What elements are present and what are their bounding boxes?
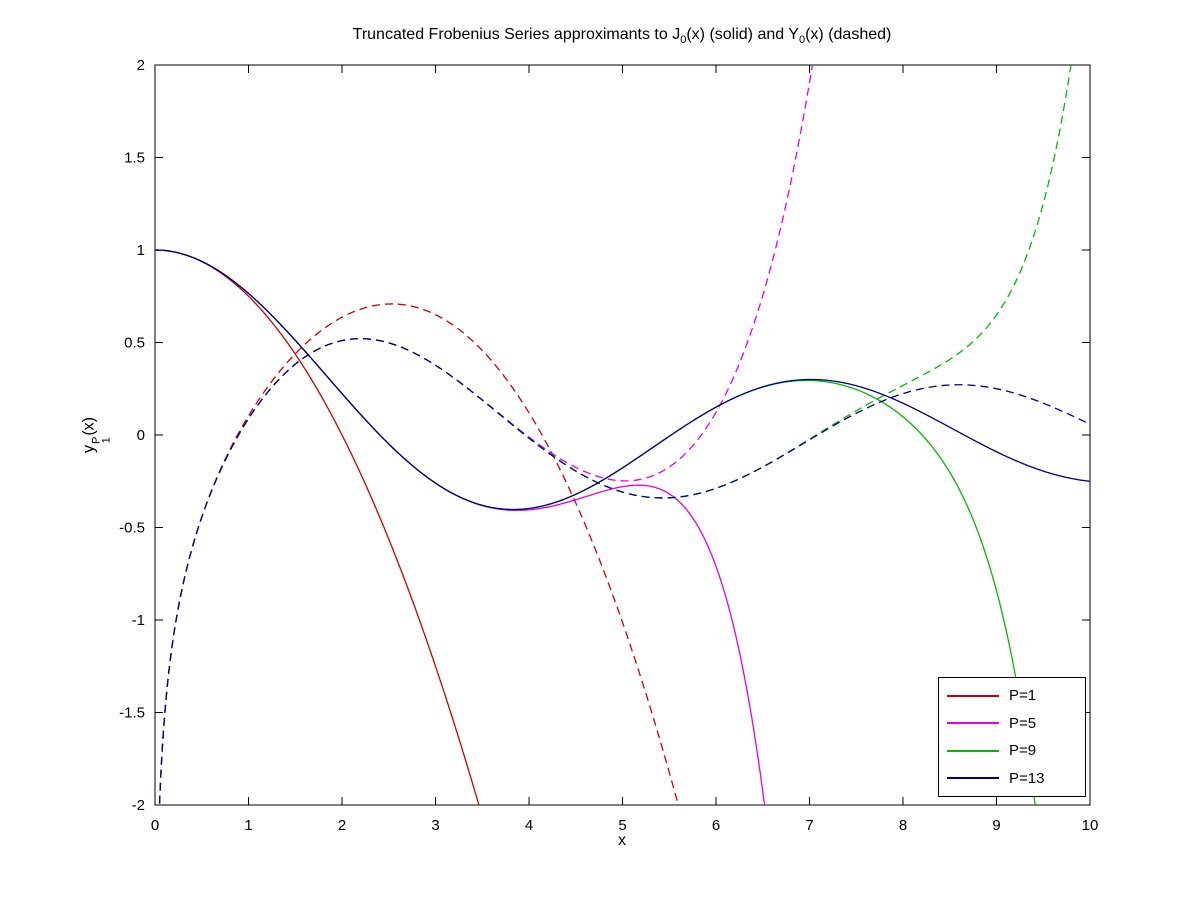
title-subscript-j0: 0 bbox=[680, 34, 687, 47]
y-tick-label: 1 bbox=[137, 242, 145, 259]
curve-dashed-y0-p1 bbox=[158, 303, 679, 805]
title-segment: (x) (dashed) bbox=[805, 26, 892, 43]
x-axis-label: x bbox=[618, 832, 626, 849]
legend-label-p9: P=9 bbox=[1009, 742, 1037, 760]
y-tick-label: 0.5 bbox=[124, 335, 145, 352]
y-axis-label: y P 1 (x) bbox=[80, 417, 113, 453]
title-segment: Truncated Frobenius Series approximants … bbox=[352, 26, 681, 43]
legend: P=1 P=5 P=9 P=13 bbox=[938, 677, 1086, 797]
x-tick-label: 4 bbox=[525, 817, 533, 834]
curve-solid-j0-p1 bbox=[155, 249, 480, 805]
x-tick-label: 1 bbox=[244, 817, 252, 834]
x-tick-label: 0 bbox=[151, 817, 159, 834]
legend-entry: P=1 bbox=[939, 687, 1085, 704]
legend-label-p13: P=13 bbox=[1009, 769, 1045, 787]
curve-dashed-y0-p5 bbox=[158, 65, 814, 805]
legend-line-sample-p13 bbox=[947, 777, 999, 780]
legend-entry: P=13 bbox=[939, 770, 1085, 787]
title-subscript-y0: 0 bbox=[798, 34, 806, 47]
legend-entry: P=5 bbox=[939, 715, 1085, 732]
x-tick-label: 9 bbox=[992, 817, 1000, 834]
x-tick-label: 10 bbox=[1082, 817, 1099, 834]
y-tick-label: -1.5 bbox=[119, 705, 145, 722]
y-label-suffix: (x) bbox=[80, 417, 98, 436]
x-tick-label: 6 bbox=[712, 817, 720, 834]
legend-label-p5: P=5 bbox=[1009, 714, 1037, 732]
y-tick-label: -0.5 bbox=[119, 520, 145, 537]
legend-line-sample-p9 bbox=[947, 749, 999, 752]
curve-dashed-y0-p13 bbox=[158, 338, 1090, 805]
chart-title: Truncated Frobenius Series approximants … bbox=[353, 26, 892, 46]
x-tick-label: 3 bbox=[431, 817, 439, 834]
y-tick-label: 0 bbox=[137, 427, 145, 444]
x-tick-label: 5 bbox=[618, 817, 626, 834]
x-tick-label: 8 bbox=[899, 817, 907, 834]
y-label-base: y bbox=[80, 445, 98, 453]
y-tick-label: 2 bbox=[137, 57, 145, 74]
curve-solid-j0-p13 bbox=[155, 249, 1090, 511]
legend-label-p1: P=1 bbox=[1009, 687, 1037, 705]
legend-line-sample-p5 bbox=[947, 722, 999, 725]
y-tick-label: -1 bbox=[132, 612, 145, 629]
y-label-subscript: 1 bbox=[100, 437, 113, 444]
title-segment: (x) (solid) and Y bbox=[686, 26, 799, 43]
legend-line-sample-p1 bbox=[947, 694, 999, 697]
legend-entry: P=9 bbox=[939, 742, 1085, 759]
y-tick-label: 1.5 bbox=[124, 150, 145, 167]
y-tick-label: -2 bbox=[132, 797, 145, 814]
curves-group bbox=[155, 65, 1090, 805]
x-tick-label: 2 bbox=[338, 817, 346, 834]
x-tick-label: 7 bbox=[805, 817, 813, 834]
